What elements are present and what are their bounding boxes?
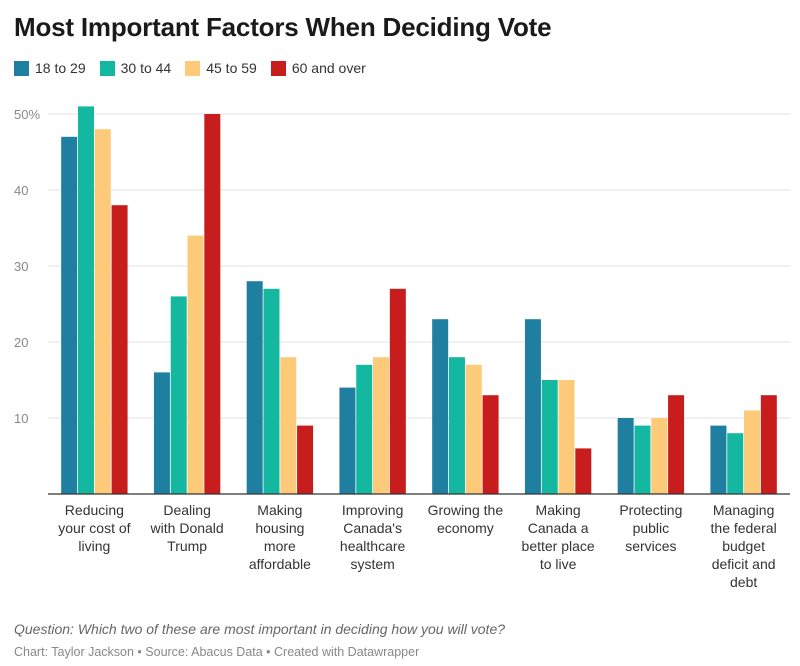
bar — [153, 372, 170, 494]
legend-item: 30 to 44 — [99, 60, 172, 76]
x-tick-label-line: living — [78, 538, 110, 554]
x-tick-label-line: debt — [730, 574, 757, 590]
y-tick-label: 40 — [14, 183, 28, 198]
bar — [744, 410, 761, 494]
legend-label: 18 to 29 — [35, 60, 86, 76]
x-tick-label-line: Making — [257, 502, 302, 518]
legend-item: 60 and over — [270, 60, 366, 76]
x-tick-label-line: system — [350, 556, 394, 572]
bar — [541, 380, 558, 494]
x-tick-label-line: affordable — [249, 556, 311, 572]
bar — [263, 288, 280, 494]
bar — [727, 433, 744, 494]
x-tick-label-line: budget — [722, 538, 765, 554]
legend-swatch — [99, 60, 115, 76]
x-tick-label-line: Protecting — [619, 502, 682, 518]
legend-item: 45 to 59 — [185, 60, 257, 76]
bar — [204, 114, 221, 494]
x-tick-label-line: Growing the — [428, 502, 504, 518]
bar — [77, 106, 94, 495]
x-tick-label: Reducing your cost of living — [58, 502, 130, 554]
x-tick-label-line: Reducing — [65, 502, 124, 518]
x-tick-label-line: to live — [540, 556, 577, 572]
x-tick-label-line: the federal — [711, 520, 777, 536]
bar — [339, 387, 356, 494]
legend-swatch — [14, 60, 29, 76]
bar — [760, 395, 777, 494]
legend-label: 45 to 59 — [206, 60, 257, 76]
bar-chart: 10 20 30 40 50% Reducing your cost of living Dea… — [14, 106, 790, 590]
x-tick-label-line: Dealing — [163, 502, 210, 518]
y-tick-label: 50% — [14, 107, 40, 122]
x-tick-label-line: economy — [437, 520, 494, 536]
bar — [61, 136, 78, 495]
legend-label: 30 to 44 — [120, 60, 172, 76]
bar — [524, 319, 541, 494]
legend-swatch — [270, 60, 286, 76]
x-tick-label: Improving Canada's healthcare system — [340, 502, 406, 572]
legend-swatch — [185, 60, 201, 76]
bar — [465, 364, 482, 494]
x-tick-label: Making Canada a better place to live — [522, 502, 595, 572]
chart-question: Question: Which two of these are most im… — [14, 621, 506, 637]
x-tick-label-line: with Donald — [150, 520, 224, 536]
bar — [558, 380, 575, 494]
legend-item: 18 to 29 — [14, 60, 86, 76]
x-tick-label-line: Canada a — [528, 520, 589, 536]
x-tick-label-line: housing — [255, 520, 304, 536]
x-tick-label-line: Improving — [342, 502, 403, 518]
bar — [448, 357, 465, 494]
x-tick-label-line: Making — [536, 502, 581, 518]
legend: 18 to 29 30 to 44 45 to 59 60 and over — [14, 60, 380, 76]
y-tick-label: 10 — [14, 411, 28, 426]
bar — [575, 448, 592, 494]
x-tick-label-line: services — [625, 538, 676, 554]
x-tick-label-line: Managing — [713, 502, 775, 518]
x-tick-label-line: more — [264, 538, 296, 554]
bar — [94, 129, 111, 494]
chart-footer: Chart: Taylor Jackson • Source: Abacus D… — [14, 645, 420, 659]
bar — [246, 281, 263, 494]
chart-title: Most Important Factors When Deciding Vot… — [14, 12, 552, 42]
x-tick-label-line: better place — [522, 538, 595, 554]
x-tick-label-line: deficit and — [712, 556, 776, 572]
bar — [187, 235, 204, 494]
x-tick-label-line: healthcare — [340, 538, 406, 554]
bar — [432, 319, 449, 494]
legend-label: 60 and over — [291, 60, 366, 76]
bar — [111, 205, 128, 494]
bar — [651, 418, 668, 494]
bar — [170, 296, 187, 494]
x-tick-label: Protecting public services — [619, 502, 682, 554]
x-tick-label: Making housing more affordable — [249, 502, 311, 572]
bar — [297, 425, 314, 494]
x-tick-label: Dealing with Donald Trump — [150, 502, 224, 554]
x-tick-label: Growing the economy — [428, 502, 504, 536]
y-tick-label: 30 — [14, 259, 28, 274]
x-tick-label-line: Trump — [167, 538, 207, 554]
bar — [482, 395, 499, 494]
bar — [373, 357, 390, 494]
bar — [634, 425, 651, 494]
x-tick-label-line: Canada's — [343, 520, 402, 536]
bar — [710, 425, 727, 494]
bar — [389, 288, 406, 494]
y-tick-label: 20 — [14, 335, 28, 350]
bar — [617, 418, 634, 494]
bar — [668, 395, 685, 494]
x-tick-label-line: your cost of — [58, 520, 130, 536]
bar — [356, 364, 373, 494]
x-tick-label: Managing the federal budget deficit and debt — [711, 502, 777, 590]
x-tick-label-line: public — [633, 520, 670, 536]
bar — [280, 357, 297, 494]
